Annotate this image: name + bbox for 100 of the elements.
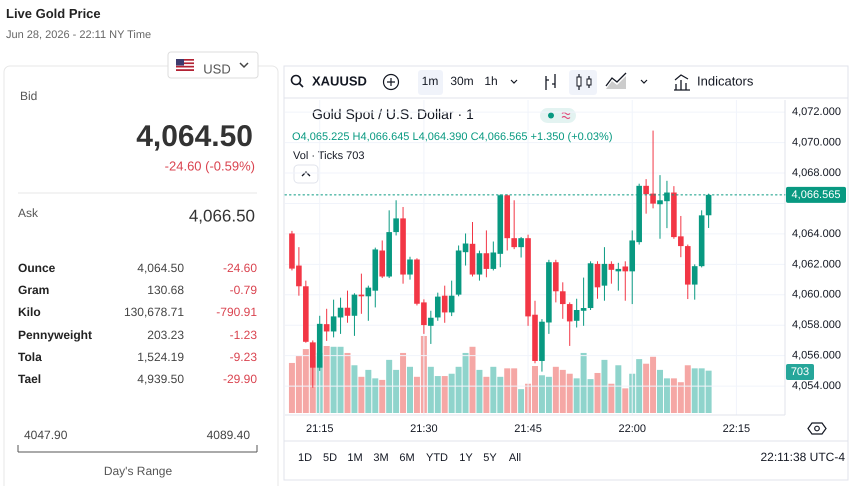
text: 203.23 <box>147 328 184 342</box>
candlestick <box>692 264 698 300</box>
y-tick-label: 4,060.000 <box>792 288 841 301</box>
text: Bid <box>20 89 38 104</box>
text: -790.91 <box>216 305 258 320</box>
text: All <box>508 452 522 464</box>
annotation: O4,065.225 H4,066.645 L4,064.390 C4,066.565 +1.350 (+0.03%) <box>292 130 612 143</box>
y-tick-label: 4,058.000 <box>792 319 841 332</box>
text: Ask <box>18 206 40 220</box>
text: 130,678.71 <box>124 305 184 320</box>
bar <box>351 365 358 413</box>
candlestick <box>352 292 358 336</box>
annotation: Vol · Ticks 703 <box>293 150 365 162</box>
text: Ounce <box>18 261 56 276</box>
text: 4047.90 <box>24 428 68 442</box>
text: 5Y <box>483 452 498 464</box>
candlestick <box>594 260 600 300</box>
bar <box>442 376 448 413</box>
text: -24.60 (-0.59%) <box>164 158 255 174</box>
text: Live Gold Price <box>6 6 101 21</box>
y-tick-label: 4,054.000 <box>792 380 841 392</box>
candlestick <box>616 262 622 292</box>
bar <box>615 365 622 413</box>
text: 4,939.50 <box>137 372 184 386</box>
candlestick <box>602 246 608 302</box>
text: Kilo <box>18 305 41 320</box>
text: 1m <box>422 74 438 88</box>
candlestick <box>393 200 399 236</box>
text: 3M <box>373 452 389 464</box>
candlestick <box>324 308 330 342</box>
bar <box>379 380 386 413</box>
candlestick <box>608 260 614 284</box>
y-tick-label: 4,062.000 <box>792 258 841 270</box>
x-tick-label: 22:15 <box>722 423 750 435</box>
bar <box>594 372 600 413</box>
text: 30m <box>450 74 474 88</box>
text: 5D <box>322 452 338 464</box>
bar <box>324 346 330 413</box>
candlestick <box>358 273 364 314</box>
bar <box>358 376 364 413</box>
candlestick <box>511 200 517 250</box>
candlestick <box>622 260 628 302</box>
x-tick-label: 21:45 <box>514 423 542 435</box>
text: -1.23 <box>230 328 258 342</box>
text: 1Y <box>459 452 474 464</box>
text: YTD <box>426 452 448 464</box>
text: 4089.40 <box>206 428 250 442</box>
y-tick-label: 4,072.000 <box>792 106 841 118</box>
candlestick <box>560 282 566 320</box>
bar <box>518 389 524 413</box>
candlestick <box>442 285 448 324</box>
y-tick-label: 4,070.000 <box>792 136 841 149</box>
bar <box>407 366 413 413</box>
text: -9.23 <box>230 350 258 364</box>
text: Indicators <box>697 73 754 88</box>
candlestick <box>484 230 490 278</box>
bar <box>483 376 490 413</box>
text: 1D <box>298 452 312 464</box>
bar <box>601 360 608 413</box>
bar <box>400 352 406 413</box>
text: 1M <box>347 452 363 464</box>
x-tick-label: 22:00 <box>618 423 646 435</box>
text: 4,066.50 <box>188 206 255 226</box>
text: Jun 28, 2026 - 22:11 NY Time <box>6 29 152 41</box>
text: 703 <box>790 366 810 378</box>
candlestick <box>344 290 350 324</box>
text: XAUUSD <box>312 73 367 88</box>
text: -29.90 <box>222 372 258 386</box>
text: Gram <box>18 283 50 298</box>
candlestick <box>518 236 524 258</box>
text: 4,064.50 <box>136 120 253 153</box>
bar <box>608 384 614 413</box>
text: 1,524.19 <box>137 350 184 364</box>
bar <box>344 352 350 413</box>
candlestick <box>434 292 441 322</box>
candlestick <box>407 256 413 280</box>
text: Pennyweight <box>18 328 92 342</box>
text: Tael <box>18 372 42 386</box>
y-tick-label: 4,064.000 <box>792 228 841 240</box>
bar <box>622 388 628 413</box>
bar <box>476 370 482 413</box>
text: -24.60 <box>222 261 258 276</box>
candlestick <box>448 280 454 317</box>
x-tick-label: 21:30 <box>410 423 438 435</box>
candlestick <box>566 302 573 346</box>
text: 6M <box>399 452 415 464</box>
text: 4,064.50 <box>137 261 184 276</box>
text: 22:11:38 UTC-4 <box>760 450 846 464</box>
text: 1h <box>484 74 498 88</box>
bar <box>470 346 476 413</box>
text: USD <box>203 61 231 76</box>
text: Day's Range <box>104 464 172 478</box>
candlestick <box>476 250 482 282</box>
candlestick <box>428 310 434 344</box>
y-tick-label: 4,068.000 <box>792 166 841 179</box>
ref-line-label: 4,066.565 <box>792 188 840 201</box>
text: 130.68 <box>147 283 184 298</box>
y-tick-label: 4,056.000 <box>792 350 841 362</box>
text: Tola <box>18 350 42 364</box>
x-tick-label: 21:15 <box>306 423 334 435</box>
